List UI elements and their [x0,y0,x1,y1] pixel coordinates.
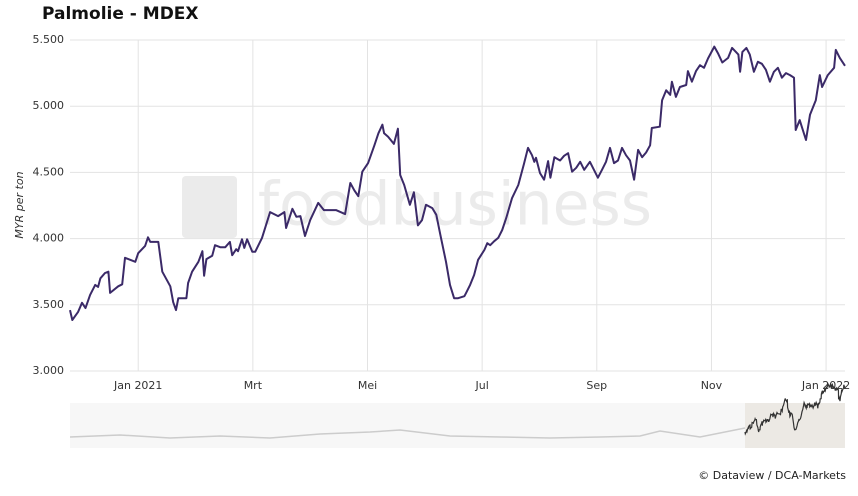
watermark-logo [182,176,237,238]
grid [70,39,845,372]
y-tick-label: 4.000 [33,232,65,245]
navigator-line [744,382,846,436]
series-line [69,45,846,321]
x-tick-label: Nov [701,379,723,392]
y-tick-label: 5.000 [33,99,65,112]
y-axis-label: MYR per ton [13,171,26,238]
x-tick-label: Jan 2021 [113,379,162,392]
credit: © Dataview / DCA-Markets [698,469,846,482]
navigator-history [69,427,746,439]
y-tick-label: 5.500 [33,33,65,46]
x-tick-label: Jul [475,379,489,392]
x-tick-label: Mrt [244,379,263,392]
chart-title: Palmolie - MDEX [42,4,199,24]
x-tick-label: Mei [358,379,377,392]
x-tick-label: Sep [586,379,607,392]
y-tick-label: 3.500 [33,298,65,311]
navigator-window [745,403,845,448]
y-tick-label: 3.000 [33,364,65,377]
watermark: foodbusiness [258,170,652,240]
y-tick-label: 4.500 [33,165,65,178]
navigator [70,403,845,448]
